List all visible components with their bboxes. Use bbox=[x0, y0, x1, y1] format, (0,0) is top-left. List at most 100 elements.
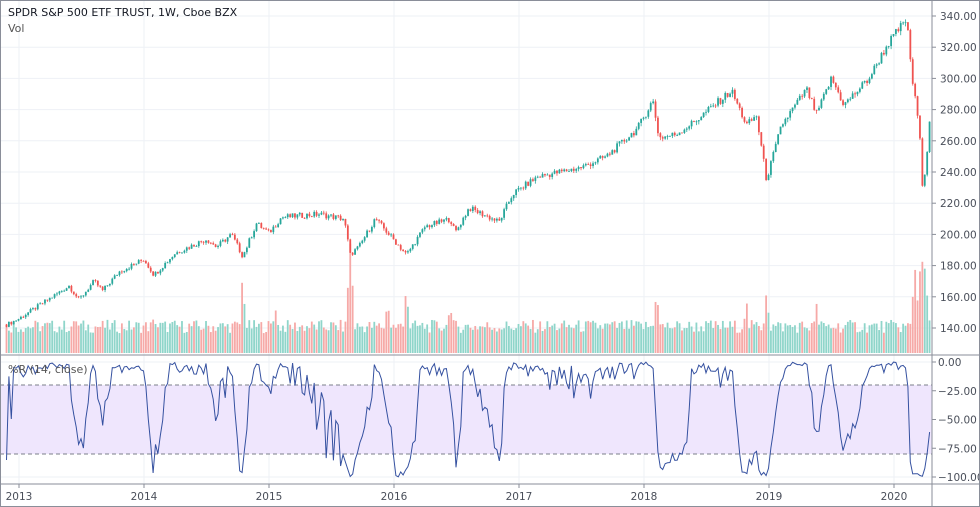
candle-body bbox=[262, 227, 265, 229]
candle-body bbox=[635, 128, 638, 136]
price-tick-label: 220.00 bbox=[940, 198, 977, 210]
volume-bar bbox=[731, 326, 734, 353]
volume-bar bbox=[123, 329, 126, 353]
volume-bar bbox=[44, 323, 46, 353]
volume-bar bbox=[128, 320, 130, 353]
volume-bar bbox=[457, 326, 460, 353]
candle-body bbox=[164, 262, 167, 269]
candle-body bbox=[709, 106, 712, 108]
candle-body bbox=[563, 169, 566, 172]
candle-body bbox=[87, 289, 90, 292]
volume-bar bbox=[101, 320, 104, 353]
volume-series bbox=[5, 243, 931, 353]
volume-bar bbox=[445, 324, 448, 353]
volume-bar bbox=[508, 326, 510, 353]
candle-body bbox=[517, 187, 520, 190]
volume-bar bbox=[137, 322, 140, 353]
candle-body bbox=[58, 291, 61, 294]
volume-bar bbox=[688, 321, 691, 353]
candle-body bbox=[383, 223, 385, 229]
volume-bar bbox=[370, 327, 373, 353]
candle-body bbox=[618, 141, 621, 144]
wr-band bbox=[0, 385, 932, 454]
candle-body bbox=[870, 74, 873, 79]
candle-body bbox=[846, 99, 849, 103]
candle-body bbox=[726, 93, 729, 97]
volume-bar bbox=[580, 331, 582, 353]
candle-body bbox=[450, 222, 453, 224]
candle-body bbox=[10, 321, 13, 325]
volume-bar bbox=[779, 323, 782, 353]
candle-body bbox=[818, 107, 820, 111]
volume-bar bbox=[791, 326, 794, 353]
volume-bar bbox=[738, 332, 741, 353]
candle-body bbox=[356, 246, 359, 250]
candle-body bbox=[152, 271, 155, 276]
candle-body bbox=[361, 240, 364, 244]
candle-body bbox=[928, 121, 931, 153]
volume-bar bbox=[890, 319, 893, 353]
candle-body bbox=[508, 202, 510, 204]
candle-body bbox=[411, 244, 414, 249]
volume-bar bbox=[693, 331, 695, 353]
candle-body bbox=[77, 296, 80, 298]
candle-body bbox=[575, 169, 578, 171]
volume-bar bbox=[719, 329, 722, 353]
candle-body bbox=[825, 89, 828, 94]
volume-bar bbox=[589, 322, 592, 353]
candle-body bbox=[620, 139, 623, 142]
candle-body bbox=[368, 230, 371, 232]
candle-body bbox=[41, 303, 44, 305]
price-tick-label: 320.00 bbox=[940, 42, 977, 54]
candle-body bbox=[226, 237, 229, 242]
volume-bar bbox=[154, 324, 157, 353]
volume-bar bbox=[870, 324, 873, 353]
candle-body bbox=[169, 259, 171, 263]
volume-bar bbox=[488, 327, 491, 353]
candle-body bbox=[681, 132, 683, 134]
candle-body bbox=[700, 117, 703, 121]
volume-bar bbox=[854, 322, 856, 353]
candle-body bbox=[664, 136, 667, 139]
candle-body bbox=[786, 117, 789, 119]
candle-body bbox=[286, 214, 289, 218]
candle-body bbox=[616, 143, 618, 153]
volume-bar bbox=[426, 324, 429, 353]
volume-bar bbox=[712, 328, 715, 353]
candle-body bbox=[445, 218, 448, 220]
candle-body bbox=[469, 209, 472, 212]
volume-bar bbox=[253, 320, 255, 353]
volume-bar bbox=[774, 325, 777, 353]
candle-body bbox=[577, 167, 580, 170]
volume-bar bbox=[575, 324, 578, 353]
volume-bar bbox=[916, 300, 919, 353]
volume-bar bbox=[640, 323, 643, 353]
volume-bar bbox=[291, 329, 294, 353]
price-tick-label: 300.00 bbox=[940, 73, 977, 85]
candle-body bbox=[916, 96, 919, 116]
candle-body bbox=[344, 218, 347, 226]
candle-body bbox=[298, 212, 301, 215]
candle-body bbox=[282, 217, 284, 219]
volume-bar bbox=[176, 325, 179, 353]
volume-bar bbox=[330, 322, 332, 353]
candle-body bbox=[277, 224, 280, 228]
candle-body bbox=[854, 93, 856, 95]
volume-bar bbox=[166, 331, 169, 353]
candle-body bbox=[438, 219, 441, 224]
candle-body bbox=[592, 163, 594, 167]
volume-bar bbox=[286, 320, 289, 353]
volume-bar bbox=[883, 332, 885, 353]
candle-body bbox=[498, 218, 501, 221]
candle-body bbox=[358, 243, 361, 247]
candle-body bbox=[544, 174, 546, 176]
candle-body bbox=[777, 134, 780, 144]
volume-bar bbox=[294, 322, 296, 353]
candle-body bbox=[392, 234, 395, 240]
candle-body bbox=[604, 156, 606, 158]
candle-body bbox=[904, 22, 907, 24]
candle-body bbox=[558, 169, 561, 174]
volume-bar bbox=[628, 328, 630, 353]
candle-body bbox=[623, 139, 626, 142]
